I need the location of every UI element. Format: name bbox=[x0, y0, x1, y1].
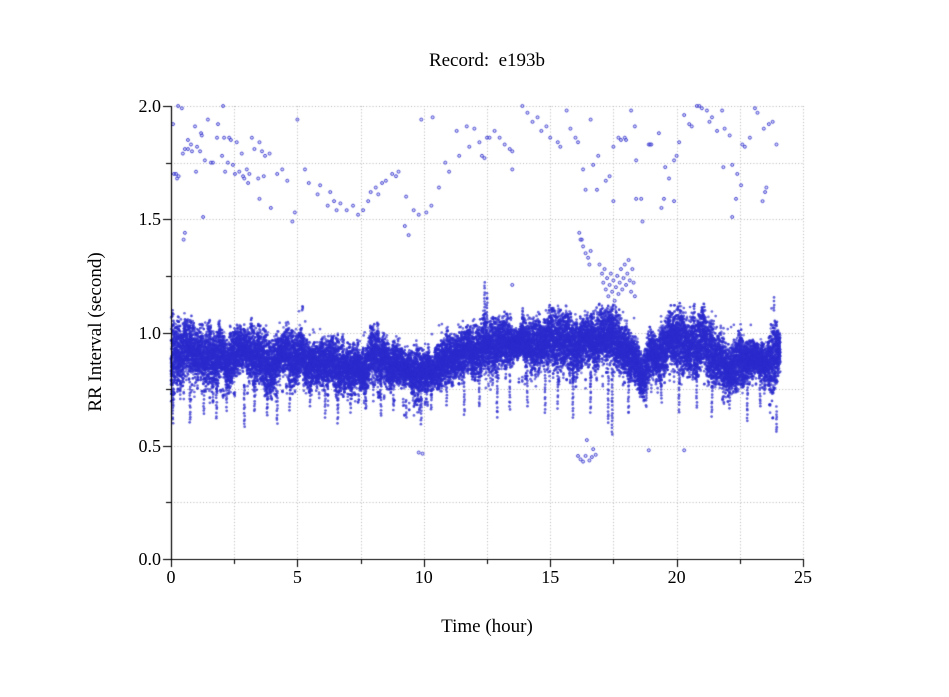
x-tick-label: 5 bbox=[292, 567, 302, 587]
chart-title: Record: e193b bbox=[428, 50, 546, 71]
x-tick-label: 15 bbox=[541, 567, 560, 587]
x-tick-label: 10 bbox=[414, 567, 433, 587]
y-tick-label: 0.5 bbox=[138, 435, 162, 456]
x-tick-label: 25 bbox=[794, 567, 812, 587]
y-tick-label: 1.5 bbox=[138, 209, 162, 230]
y-tick-label: 0.0 bbox=[138, 549, 162, 569]
x-tick-label: 20 bbox=[667, 567, 686, 587]
x-axis-title: Time (hour) bbox=[441, 616, 533, 637]
y-tick-label: 2.0 bbox=[138, 96, 162, 116]
y-axis-title-text: RR Interval (second) bbox=[85, 252, 106, 412]
y-tick-label: 1.0 bbox=[138, 322, 162, 343]
x-tick-label: 0 bbox=[166, 567, 176, 587]
